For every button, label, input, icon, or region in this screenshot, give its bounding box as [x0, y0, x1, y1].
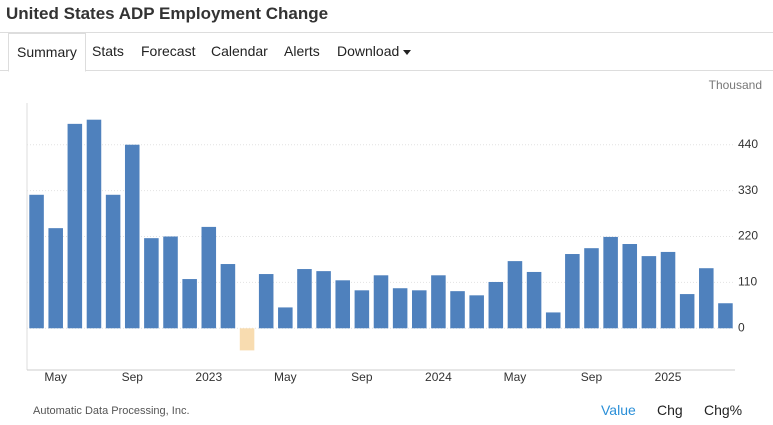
tab[interactable]: Alerts — [284, 43, 320, 59]
bar — [411, 290, 427, 329]
bar — [469, 295, 484, 329]
view-option[interactable]: Chg — [657, 402, 683, 418]
bar — [144, 238, 159, 329]
x-tick-label: 2025 — [655, 370, 682, 384]
bar — [220, 264, 236, 329]
bar — [450, 291, 465, 329]
y-tick-label: 110 — [738, 275, 757, 289]
bar — [201, 226, 217, 329]
x-tick-label: 2023 — [195, 370, 222, 384]
bar — [545, 312, 561, 329]
bar — [679, 294, 695, 329]
view-option[interactable]: Value — [601, 402, 636, 418]
source: Automatic Data Processing, Inc. — [33, 405, 190, 417]
bar — [163, 236, 178, 329]
bar — [718, 303, 733, 329]
bar — [124, 144, 140, 329]
bar — [258, 274, 274, 329]
x-tick-label: May — [504, 370, 527, 384]
x-tick-label: Sep — [122, 370, 144, 384]
bar — [584, 248, 599, 329]
bar — [392, 288, 408, 329]
bar — [373, 275, 389, 329]
y-tick-label: 220 — [738, 229, 758, 243]
bar — [316, 271, 331, 329]
unit-label: Thousand — [709, 78, 762, 92]
bar — [297, 269, 312, 329]
bar — [278, 307, 293, 329]
bar — [488, 281, 504, 329]
bar — [526, 271, 542, 329]
page-title: United States ADP Employment Change — [6, 4, 329, 23]
view-option[interactable]: Chg% — [704, 402, 743, 418]
tab[interactable]: Calendar — [211, 43, 268, 59]
tab[interactable]: Summary — [8, 33, 86, 72]
bar — [507, 261, 523, 329]
bar — [239, 328, 255, 351]
bar — [641, 256, 657, 329]
bar — [67, 123, 83, 329]
tab-bar: Summary Stats Forecast Calendar Alerts D… — [0, 32, 773, 72]
x-tick-label: 2024 — [425, 370, 452, 384]
tab[interactable]: Stats — [92, 43, 124, 59]
tab[interactable]: Forecast — [141, 43, 196, 59]
bar — [431, 275, 446, 329]
x-tick-label: May — [44, 370, 67, 384]
y-tick-label: 0 — [738, 320, 745, 334]
bar — [699, 268, 714, 329]
y-tick-label: 330 — [738, 183, 758, 197]
bar — [182, 279, 197, 329]
bar — [354, 290, 370, 329]
bar — [603, 236, 618, 329]
bar — [48, 228, 63, 329]
dropdown-caret — [403, 50, 411, 55]
bar — [660, 251, 676, 329]
tab[interactable]: Download — [337, 43, 400, 59]
y-tick-label: 440 — [738, 137, 758, 151]
x-tick-label: Sep — [581, 370, 603, 384]
bar — [86, 119, 102, 329]
x-tick-label: May — [274, 370, 297, 384]
bar — [29, 194, 44, 329]
bar — [565, 254, 580, 329]
bar — [105, 194, 121, 329]
x-tick-label: Sep — [351, 370, 373, 384]
bar — [622, 244, 638, 329]
bar — [335, 280, 351, 329]
